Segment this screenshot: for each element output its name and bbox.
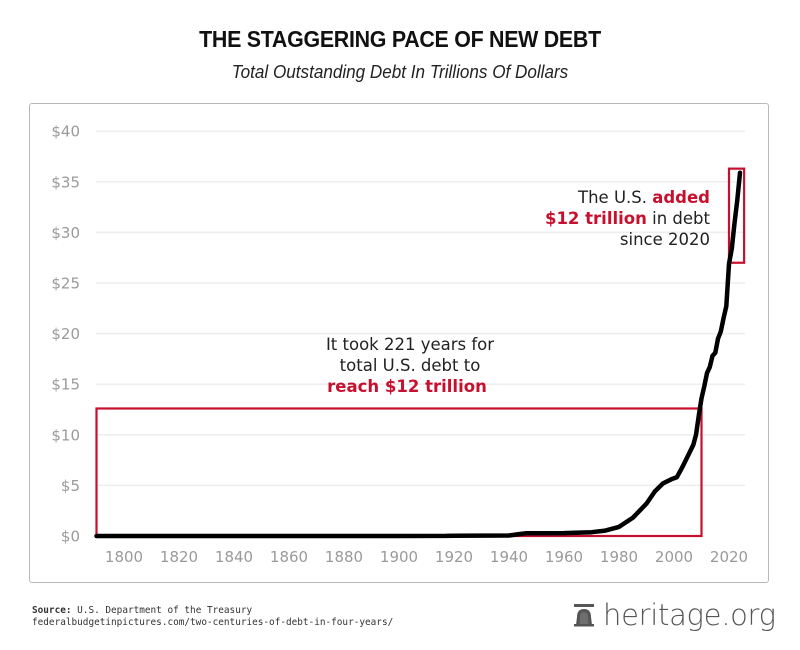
x-tick-label: 1920 (435, 548, 473, 566)
x-tick-label: 1940 (490, 548, 528, 566)
heritage-logo: heritage.org (573, 598, 776, 632)
left-annotation-line2: total U.S. debt to (340, 356, 481, 375)
x-tick-label: 1840 (215, 548, 253, 566)
y-tick-label: $40 (51, 123, 80, 141)
x-axis-ticks: 1800 1820 1840 1860 1880 1900 1920 1940 1960 1980… (105, 548, 748, 566)
y-tick-label: $30 (51, 224, 80, 242)
source-label: Source: (32, 605, 72, 616)
chart-title: THE STAGGERING PACE OF NEW DEBT (199, 26, 601, 52)
x-tick-label: 2020 (710, 548, 748, 566)
right-annotation-line1: The U.S. added (577, 188, 710, 207)
y-tick-label: $20 (51, 325, 80, 343)
y-tick-label: $10 (51, 426, 80, 444)
y-tick-label: $0 (61, 528, 80, 546)
y-axis-ticks: $0 $5 $10 $15 $20 $25 $30 $35 $40 (51, 123, 80, 546)
y-tick-label: $5 (61, 477, 80, 495)
gridlines (96, 130, 745, 487)
left-annotation-line3: reach $12 trillion (327, 377, 487, 396)
right-annotation: The U.S. added $12 trillion in debt sinc… (545, 188, 711, 249)
brand-text: heritage.org (603, 598, 776, 632)
x-tick-label: 1880 (325, 548, 363, 566)
debt-line (94, 170, 743, 539)
left-annotation-line1: It took 221 years for (326, 335, 494, 354)
liberty-bell-icon (574, 604, 594, 627)
chart-subtitle: Total Outstanding Debt In Trillions Of D… (231, 62, 569, 82)
y-tick-label: $15 (51, 376, 80, 394)
x-tick-label: 1820 (160, 548, 198, 566)
source-text: U.S. Department of the Treasury (71, 605, 253, 616)
x-tick-label: 1900 (380, 548, 418, 566)
right-annotation-line3: since 2020 (620, 230, 710, 249)
x-tick-label: 1800 (105, 548, 143, 566)
chart-frame (29, 103, 769, 583)
x-tick-label: 2000 (655, 548, 693, 566)
source-url: federalbudgetinpictures.com/two-centurie… (32, 617, 394, 628)
highlight-box (95, 407, 703, 538)
source-note: Source: U.S. Department of the Treasury … (32, 605, 393, 629)
right-annotation-line2: $12 trillion in debt (545, 209, 711, 228)
highlight-box (727, 167, 746, 264)
y-tick-label: $25 (51, 275, 80, 293)
left-annotation: It took 221 years for total U.S. debt to… (326, 335, 494, 396)
x-tick-label: 1980 (600, 548, 638, 566)
x-tick-label: 1860 (270, 548, 308, 566)
x-tick-label: 1960 (545, 548, 583, 566)
y-tick-label: $35 (51, 173, 80, 191)
